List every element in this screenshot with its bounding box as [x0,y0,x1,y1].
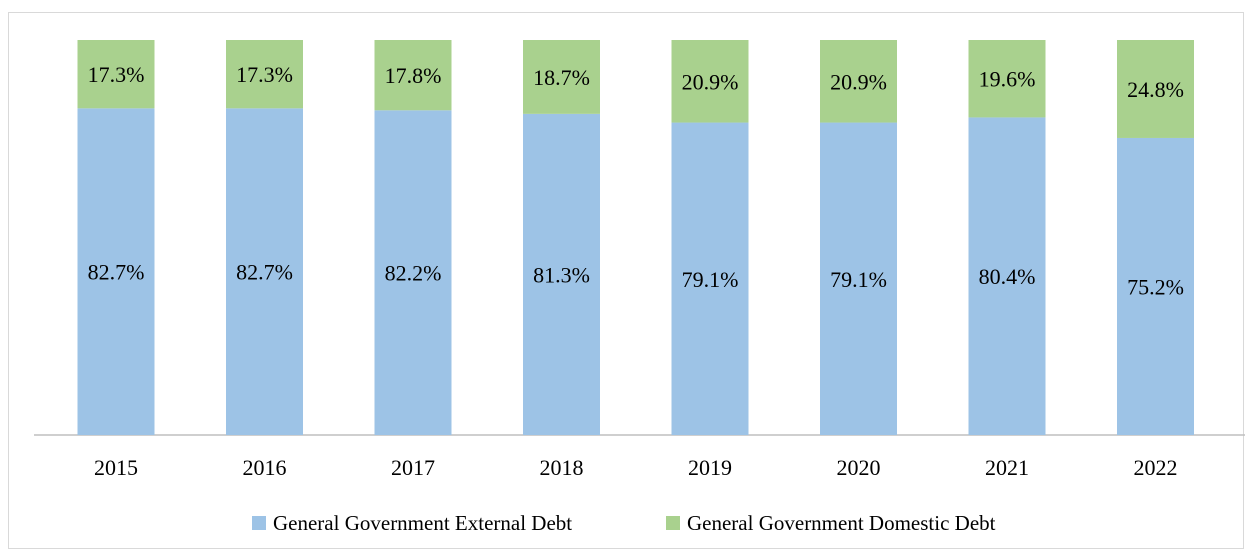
bar-segment-domestic-2015 [77,40,155,109]
data-label-external-2020: 79.1% [830,267,887,292]
bar-segment-external-2018 [523,113,600,436]
data-label-domestic-2021: 19.6% [979,67,1036,92]
legend-swatch-external [252,516,266,530]
x-tick-label-2015: 2015 [94,455,138,480]
data-label-external-2018: 81.3% [533,262,590,287]
data-label-domestic-2018: 18.7% [533,65,590,90]
bar-segment-domestic-2017 [374,40,452,111]
bar-segment-external-2021 [968,117,1046,436]
data-label-external-2017: 82.2% [385,261,442,286]
chart-frame: 82.7% 17.3% 2015 82.7% 17.3% 2016 82.2% 17.8% 20… [8,12,1245,549]
x-tick-label-2021: 2021 [985,455,1029,480]
legend-swatch-domestic [666,516,680,530]
bar-segment-external-2020 [820,122,897,436]
bar-segment-domestic-2022 [1117,40,1194,138]
bar-segment-external-2015 [77,108,155,436]
x-tick-label-2018: 2018 [540,455,584,480]
data-label-domestic-2016: 17.3% [236,62,293,87]
legend-label-external: General Government External Debt [273,511,572,535]
data-label-domestic-2020: 20.9% [830,69,887,94]
bar-segment-domestic-2020 [820,40,897,123]
data-label-external-2022: 75.2% [1127,274,1184,299]
data-label-domestic-2019: 20.9% [682,69,739,94]
bar-segment-external-2017 [374,110,452,435]
x-tick-label-2017: 2017 [391,455,435,480]
bar-segment-external-2022 [1117,137,1194,435]
data-label-domestic-2022: 24.8% [1127,77,1184,102]
bar-segment-external-2016 [226,108,303,436]
bar-segment-external-2019 [671,122,749,436]
x-tick-label-2020: 2020 [837,455,881,480]
bar-segment-domestic-2016 [226,40,303,109]
data-label-external-2019: 79.1% [682,267,739,292]
data-label-domestic-2017: 17.8% [385,63,442,88]
x-tick-label-2016: 2016 [243,455,287,480]
bar-segment-domestic-2018 [523,40,600,114]
bar-segment-domestic-2021 [968,40,1046,118]
x-tick-label-2019: 2019 [688,455,732,480]
x-tick-label-2022: 2022 [1134,455,1178,480]
bar-segment-domestic-2019 [671,40,749,123]
data-label-domestic-2015: 17.3% [88,62,145,87]
data-label-external-2016: 82.7% [236,260,293,285]
stacked-bar-chart: 82.7% 17.3% 2015 82.7% 17.3% 2016 82.2% 17.8% 20… [34,40,1245,535]
data-label-external-2021: 80.4% [979,264,1036,289]
data-label-external-2015: 82.7% [88,260,145,285]
legend-label-domestic: General Government Domestic Debt [687,511,996,535]
